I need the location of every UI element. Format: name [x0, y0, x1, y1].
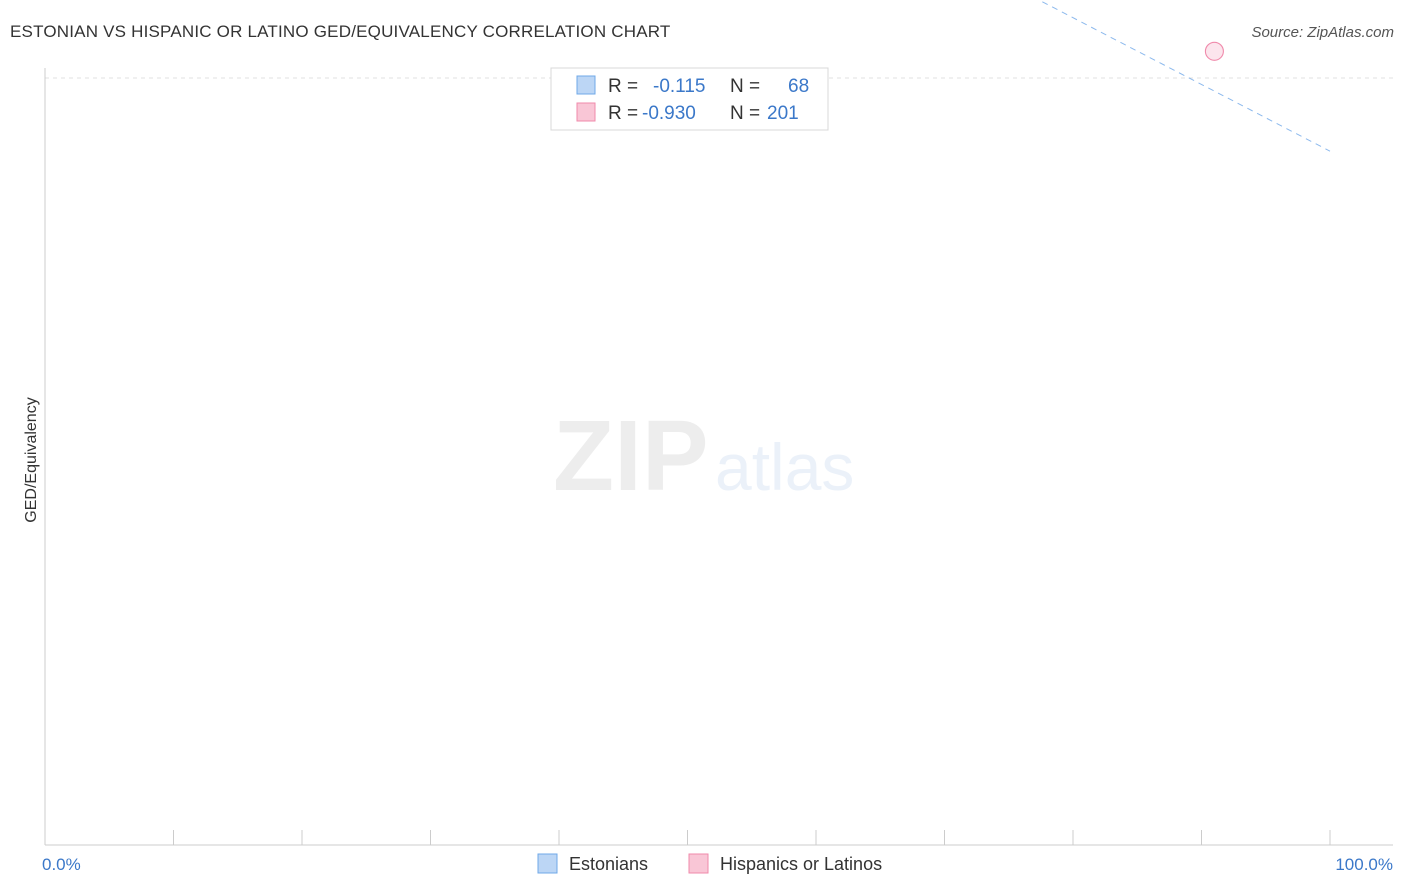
legend-r-label-1: R = [608, 76, 638, 97]
legend-n-value-1: 68 [788, 76, 809, 97]
legend-r-value-2: -0.930 [642, 103, 696, 124]
series-legend-label-estonians: Estonians [569, 854, 648, 874]
chart-title: ESTONIAN VS HISPANIC OR LATINO GED/EQUIV… [10, 22, 671, 41]
grid-lines [45, 77, 1393, 79]
x-tick-label-right: 100.0% [1335, 855, 1393, 874]
legend-n-label-1: N = [730, 76, 760, 97]
stats-legend: R = -0.115 N = 68 R = -0.930 N = 201 [550, 67, 829, 131]
hispanics-points [1204, 41, 1224, 61]
hispanic-point [1204, 41, 1224, 61]
x-tick-label-left: 0.0% [42, 855, 81, 874]
legend-n-value-2: 201 [767, 103, 799, 124]
series-legend: Estonians Hispanics or Latinos [537, 853, 882, 874]
legend-r-value-1: -0.115 [653, 76, 705, 97]
y-axis-label: GED/Equivalency [23, 397, 40, 522]
legend-swatch-hispanics [576, 102, 596, 122]
series-legend-label-hispanics: Hispanics or Latinos [720, 854, 882, 874]
series-legend-swatch-hispanics [688, 853, 709, 874]
legend-n-label-2: N = [730, 103, 760, 124]
axes [44, 68, 1393, 846]
series-legend-swatch-estonians [537, 853, 558, 874]
watermark-zip: ZIP [553, 400, 709, 512]
source-label: Source: ZipAtlas.com [1251, 24, 1394, 41]
watermark-atlas: atlas [715, 430, 854, 504]
stats-legend-box [550, 67, 829, 131]
watermark: ZIP atlas [553, 400, 854, 512]
legend-r-label-2: R = [608, 103, 638, 124]
legend-swatch-estonians [576, 75, 596, 95]
